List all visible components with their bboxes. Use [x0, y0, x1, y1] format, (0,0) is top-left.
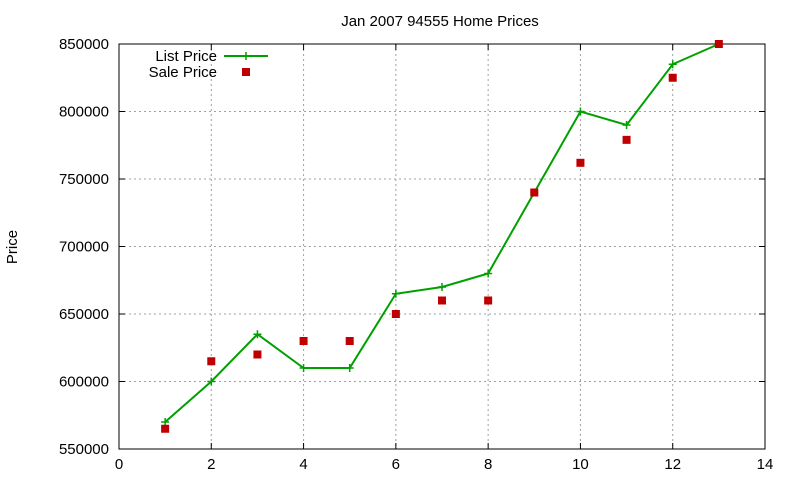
sale-price-point	[207, 357, 216, 366]
list-price-point	[668, 60, 677, 69]
sale-price-point	[391, 310, 400, 318]
list-price-point	[484, 269, 493, 278]
list-price-point	[438, 283, 446, 291]
list-price-point	[391, 289, 400, 298]
legend-label: Sale Price	[149, 64, 217, 81]
y-tick-label: 800000	[59, 104, 109, 121]
x-tick-label: 0	[115, 456, 123, 473]
x-tick-label: 10	[572, 456, 589, 473]
x-tick-label: 2	[207, 456, 215, 473]
legend-square-swatch	[242, 68, 250, 76]
y-tick-label: 550000	[59, 441, 109, 458]
sale-price-point	[622, 135, 631, 144]
sale-price-point	[530, 188, 539, 197]
y-tick-label: 600000	[59, 374, 109, 391]
x-tick-label: 4	[299, 456, 307, 473]
sale-price-point	[345, 337, 354, 345]
list-price-point	[576, 107, 585, 116]
list-price-point	[253, 330, 262, 339]
sale-price-point	[299, 337, 308, 345]
y-tick-label: 700000	[59, 239, 109, 256]
list-price-point	[622, 121, 631, 129]
list-price-point	[299, 364, 308, 372]
x-tick-label: 14	[757, 456, 774, 473]
sale-price-point	[484, 296, 493, 305]
list-price-point	[207, 377, 216, 386]
sale-price-point	[714, 40, 723, 48]
list-price-point	[345, 364, 354, 372]
sale-price-point	[253, 350, 262, 359]
grid	[119, 44, 765, 449]
x-tick-label: 12	[664, 456, 681, 473]
chart-title: Jan 2007 94555 Home Prices	[341, 13, 539, 30]
y-tick-label: 750000	[59, 171, 109, 188]
legend-label: List Price	[155, 48, 217, 65]
series-layer	[161, 40, 723, 433]
sale-price-point	[161, 424, 170, 433]
list-price-point	[161, 418, 170, 426]
axis-ticks: 0 2 4 6 8 10 12 14 550000 600000 650000 700000 75000…	[59, 36, 773, 473]
list-price-line	[164, 43, 720, 423]
x-tick-label: 6	[392, 456, 400, 473]
sale-price-point	[668, 73, 677, 82]
y-tick-label: 850000	[59, 36, 109, 53]
y-axis-label: Price	[4, 230, 21, 264]
y-tick-label: 650000	[59, 306, 109, 323]
sale-price-point	[576, 158, 585, 167]
x-tick-label: 8	[484, 456, 492, 473]
sale-price-point	[438, 296, 446, 305]
